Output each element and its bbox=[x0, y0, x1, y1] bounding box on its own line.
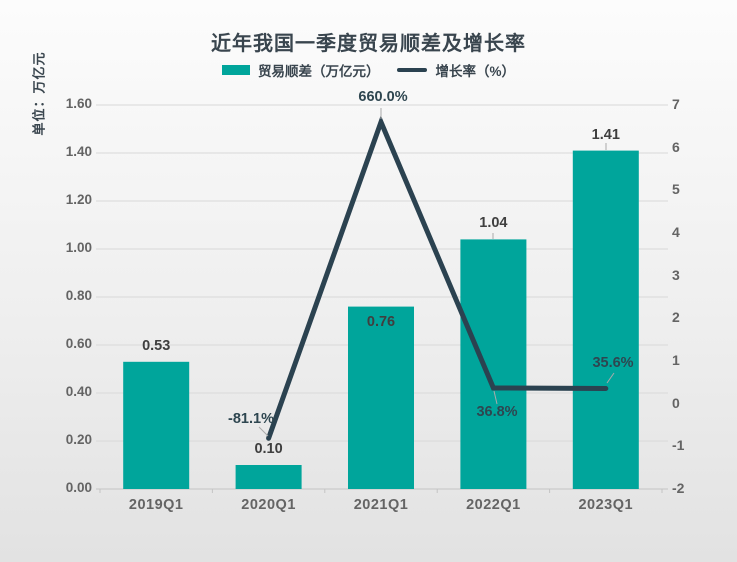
legend-label-trade-surplus: 贸易顺差（万亿元） bbox=[257, 64, 380, 79]
right-axis-tick: 3 bbox=[672, 266, 680, 283]
bar-2020Q1 bbox=[235, 465, 302, 489]
x-axis-label: 2022Q1 bbox=[466, 497, 521, 513]
right-axis-tick: 2 bbox=[672, 309, 680, 326]
right-axis-tick: 0 bbox=[672, 394, 680, 411]
right-axis-tick: 7 bbox=[672, 96, 680, 112]
right-axis-tick: 6 bbox=[672, 138, 680, 155]
growth-rate-line bbox=[266, 115, 609, 441]
x-axis-label: 2023Q1 bbox=[578, 497, 634, 513]
left-axis-tick: 1.00 bbox=[65, 240, 92, 255]
bar-value-label: 1.04 bbox=[479, 215, 508, 232]
left-axis-tick: 1.40 bbox=[65, 144, 92, 159]
right-axis-tick: 1 bbox=[672, 352, 680, 368]
right-axis-tick: -1 bbox=[672, 437, 685, 454]
growth-value-label: 36.8% bbox=[476, 404, 518, 420]
left-axis-tick: 0.80 bbox=[65, 288, 92, 303]
bar-2019Q1 bbox=[123, 361, 190, 489]
bar-2021Q1 bbox=[348, 306, 414, 489]
right-axis-tick: -2 bbox=[672, 480, 685, 496]
chart-title: 近年我国一季度贸易顺差及增长率 bbox=[211, 33, 526, 55]
x-axis-label: 2020Q1 bbox=[241, 497, 296, 513]
bar-value-label: 1.41 bbox=[591, 126, 620, 143]
left-axis-tick: 0.00 bbox=[65, 480, 92, 495]
bar-value-label: 0.10 bbox=[254, 441, 283, 457]
left-axis-unit-label: 单位：万亿元 bbox=[31, 51, 47, 136]
x-axis-label: 2021Q1 bbox=[353, 497, 409, 513]
legend-item-trade-surplus: 贸易顺差（万亿元） bbox=[221, 60, 380, 80]
growth-value-label: -81.1% bbox=[228, 411, 274, 427]
label-leader-line bbox=[606, 372, 615, 384]
bar-value-label: 0.53 bbox=[142, 337, 171, 354]
label-leader-line bbox=[493, 390, 498, 405]
x-axis-label: 2019Q1 bbox=[128, 497, 184, 513]
bar-value-label: 0.76 bbox=[366, 313, 396, 330]
label-leader-line bbox=[258, 426, 269, 437]
growth-value-label: 35.6% bbox=[592, 355, 634, 371]
line-series-swatch-icon bbox=[397, 68, 428, 72]
left-axis-tick: 0.60 bbox=[65, 336, 92, 351]
legend-label-growth-rate: 增长率（%） bbox=[435, 64, 515, 79]
right-axis-tick: 4 bbox=[672, 224, 680, 240]
legend: 贸易顺差（万亿元） 增长率（%） bbox=[0, 60, 737, 80]
bar-2023Q1 bbox=[572, 150, 639, 489]
bar-series-swatch-icon bbox=[221, 65, 250, 75]
bar-2022Q1 bbox=[460, 239, 527, 489]
left-axis-tick: 0.40 bbox=[65, 384, 92, 399]
right-axis-tick: 5 bbox=[672, 181, 680, 198]
growth-value-label: 660.0% bbox=[358, 89, 408, 105]
legend-item-growth-rate: 增长率（%） bbox=[397, 60, 515, 80]
left-axis-tick: 1.60 bbox=[65, 96, 92, 111]
left-axis-tick: 0.20 bbox=[65, 432, 92, 447]
left-axis-tick: 1.20 bbox=[65, 192, 92, 207]
